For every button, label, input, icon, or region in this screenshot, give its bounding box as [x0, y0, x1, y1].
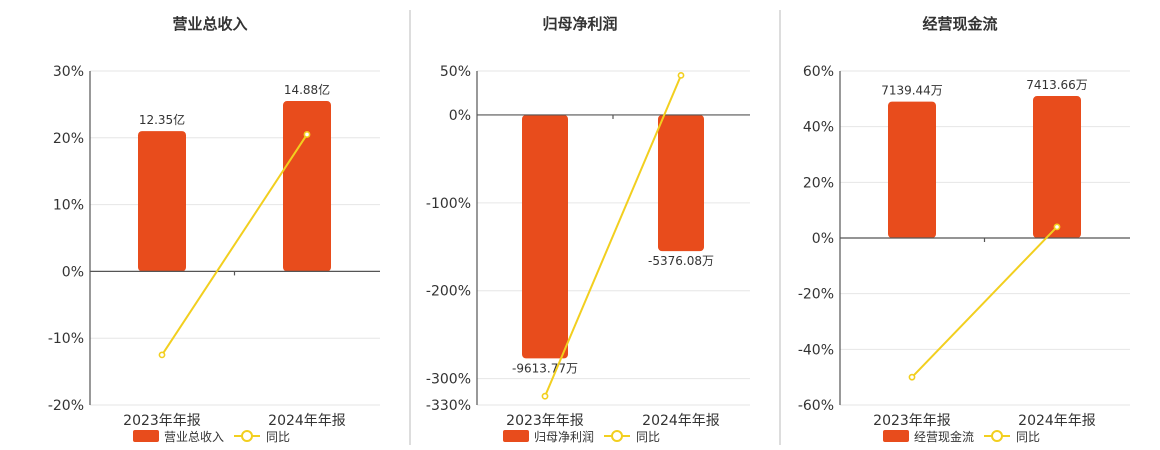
legend-bar-label: 归母净利润: [534, 430, 594, 444]
bar: [138, 131, 186, 272]
yoy-point: [303, 131, 311, 138]
y-tick-label: 0%: [449, 108, 471, 124]
x-category-label: 2023年年报: [873, 413, 951, 429]
y-tick-label: 20%: [803, 175, 834, 191]
chart-title: 营业总收入: [172, 15, 247, 33]
legend-line-label: 同比: [266, 430, 290, 444]
y-tick-label: -20%: [798, 287, 834, 303]
x-category-label: 2024年年报: [268, 413, 346, 429]
bar: [1033, 96, 1081, 238]
bar: [888, 101, 936, 238]
y-tick-label: -100%: [426, 196, 471, 212]
yoy-point: [908, 373, 916, 381]
legend-line-marker: [241, 430, 253, 442]
y-tick-label: 20%: [53, 131, 84, 147]
bar-data-label: 12.35亿: [139, 112, 185, 127]
legend-bar-swatch: [883, 430, 909, 442]
chart-panel-2: 归母净利润 50% 0% -100% -200% -300% -330% -9613.77万 -…: [426, 15, 750, 444]
y-tick-label: 50%: [440, 64, 471, 80]
x-category-label: 2023年年报: [506, 413, 584, 429]
legend-bar-label: 经营现金流: [914, 429, 974, 444]
yoy-point: [541, 392, 549, 400]
y-tick-label: -60%: [798, 398, 834, 414]
y-tick-label: 0%: [62, 264, 84, 280]
legend-bar-swatch: [503, 430, 529, 442]
chart-title: 经营现金流: [922, 15, 997, 33]
yoy-point: [158, 351, 166, 359]
bar-data-label: 14.88亿: [284, 82, 330, 97]
bar-data-label: -5376.08万: [648, 254, 714, 268]
y-tick-label: -40%: [798, 342, 834, 358]
legend-line-marker: [991, 430, 1003, 442]
y-tick-label: 60%: [803, 64, 834, 80]
bar: [658, 114, 704, 252]
chart-panel-3: 经营现金流 60% 40% 20% 0% -20% -40% -60% 7139.44万 7413…: [798, 15, 1130, 444]
x-category-label: 2024年年报: [642, 413, 720, 429]
y-tick-label: 40%: [803, 120, 834, 136]
legend-line-label: 同比: [636, 430, 660, 444]
bar-data-label: 7413.66万: [1026, 78, 1088, 92]
y-tick-label: -200%: [426, 284, 471, 300]
chart-title: 归母净利润: [542, 15, 617, 33]
yoy-line: [544, 75, 682, 397]
bar-data-label: -9613.77万: [512, 361, 578, 375]
y-tick-label: 10%: [53, 198, 84, 214]
yoy-line: [911, 226, 1058, 378]
bar-data-label: 7139.44万: [881, 84, 943, 98]
yoy-point: [1053, 223, 1061, 231]
legend-bar-swatch: [133, 430, 159, 442]
x-category-label: 2023年年报: [123, 413, 201, 429]
bar: [283, 101, 331, 272]
chart-panel-1: 营业总收入 30% 20% 10% 0% -10% -20% 12.35亿 14.88亿 2023…: [48, 15, 380, 444]
y-tick-label: -10%: [48, 331, 84, 347]
x-category-label: 2024年年报: [1018, 413, 1096, 429]
bar: [522, 114, 568, 359]
y-tick-label: -300%: [426, 372, 471, 388]
legend-line-marker: [611, 430, 623, 442]
legend-bar-label: 营业总收入: [164, 430, 224, 444]
y-tick-label: -20%: [48, 398, 84, 414]
yoy-line: [161, 133, 308, 356]
y-tick-label: 30%: [53, 64, 84, 80]
y-tick-label: -330%: [426, 398, 471, 414]
yoy-point: [677, 71, 685, 79]
y-tick-label: 0%: [812, 231, 834, 247]
legend-line-label: 同比: [1016, 430, 1040, 444]
